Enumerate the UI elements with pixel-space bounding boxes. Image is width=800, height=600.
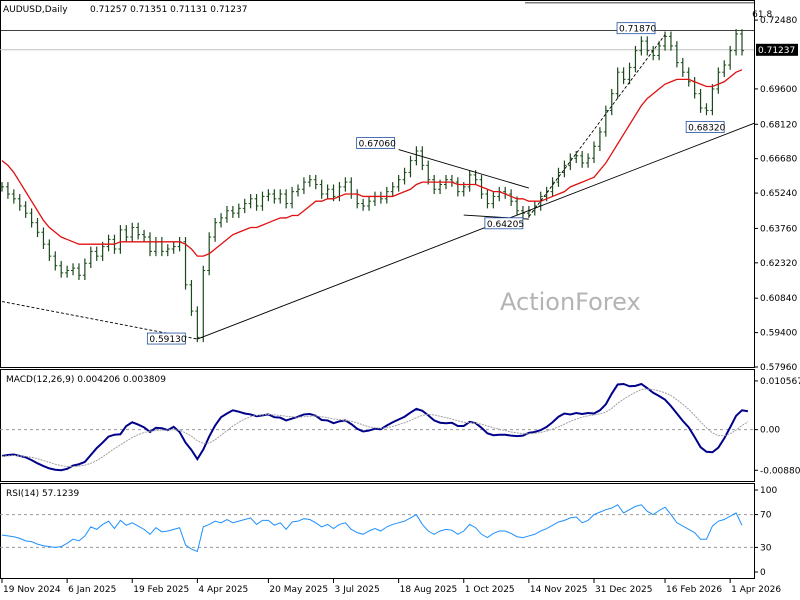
price-y-tick-label: 0.57960 xyxy=(760,363,797,373)
price-annotation-box xyxy=(616,22,656,35)
price-y-tick-label: 0.60840 xyxy=(760,294,797,304)
x-tick-label: 16 Feb 2026 xyxy=(666,585,722,595)
price-y-tick-label: 0.63760 xyxy=(760,224,797,234)
price-y-tick-label: 0.59400 xyxy=(760,329,797,339)
price-annotation: 0.59130 xyxy=(149,335,186,345)
price-annotation: 0.68320 xyxy=(688,123,725,133)
moving-average-line xyxy=(1,69,743,257)
price-symbol: AUDUSD,Daily xyxy=(3,5,68,15)
price-panel xyxy=(0,0,755,368)
rsi-title: RSI(14) 57.1239 xyxy=(6,489,79,499)
price-annotation: 0.64205 xyxy=(487,220,524,230)
price-y-tick-label: 0.62320 xyxy=(760,259,797,269)
price-y-tick-label: 0.68120 xyxy=(760,120,797,130)
price-ohlc: 0.71257 0.71351 0.71131 0.71237 xyxy=(90,5,247,15)
x-tick-label: 6 Jan 2025 xyxy=(68,585,116,595)
trendline xyxy=(398,149,530,189)
price-annotation-box xyxy=(356,137,396,149)
price-y-tick-label: 0.69600 xyxy=(760,85,797,95)
macd-y-tick-label: 0.010567 xyxy=(760,377,800,387)
x-tick-label: 1 Oct 2025 xyxy=(465,585,515,595)
price-annotation: 0.67060 xyxy=(359,140,396,150)
macd-y-tick-label: -0.008808 xyxy=(760,466,800,476)
macd-y-tick-label: 0.00 xyxy=(760,426,780,436)
current-price-box xyxy=(756,43,798,56)
x-tick-label: 19 Nov 2024 xyxy=(3,585,61,595)
rsi-y-tick-label: 30 xyxy=(760,543,772,553)
x-tick-label: 1 Apr 2026 xyxy=(731,585,781,595)
x-tick-label: 14 Nov 2025 xyxy=(530,585,588,595)
current-price-label: 0.71237 xyxy=(758,46,795,56)
rsi-y-tick-label: 70 xyxy=(760,511,772,521)
x-tick-label: 20 May 2025 xyxy=(269,585,328,595)
macd-title: MACD(12,26,9) 0.004206 0.003809 xyxy=(6,375,166,385)
x-tick-label: 31 Dec 2025 xyxy=(595,585,653,595)
x-tick-label: 3 Jul 2025 xyxy=(335,585,380,595)
watermark: ActionForex xyxy=(500,288,641,316)
x-tick-label: 19 Feb 2025 xyxy=(133,585,189,595)
rsi-line xyxy=(1,504,743,553)
rsi-y-tick-label: 0 xyxy=(760,568,766,578)
x-tick-label: 18 Aug 2025 xyxy=(400,585,458,595)
price-annotation-box xyxy=(484,217,524,230)
x-tick-label: 4 Apr 2025 xyxy=(198,585,248,595)
price-annotation: 61.8 xyxy=(752,10,772,20)
trendline xyxy=(197,122,755,340)
price-annotation: 0.71870 xyxy=(619,25,656,35)
price-y-tick-label: 0.72480 xyxy=(760,16,797,26)
price-y-tick-label: 0.65240 xyxy=(760,189,797,199)
rsi-panel xyxy=(0,483,755,579)
price-annotation-box xyxy=(146,332,186,345)
macd-signal-line xyxy=(1,388,749,468)
macd-panel xyxy=(0,369,755,482)
macd-line xyxy=(1,382,749,472)
price-y-tick-label: 0.66680 xyxy=(760,155,797,165)
trendline xyxy=(528,34,666,217)
price-annotation-box xyxy=(685,121,725,133)
fe-label: FE 61.8 xyxy=(720,0,754,3)
rsi-y-tick-label: 100 xyxy=(760,486,777,496)
